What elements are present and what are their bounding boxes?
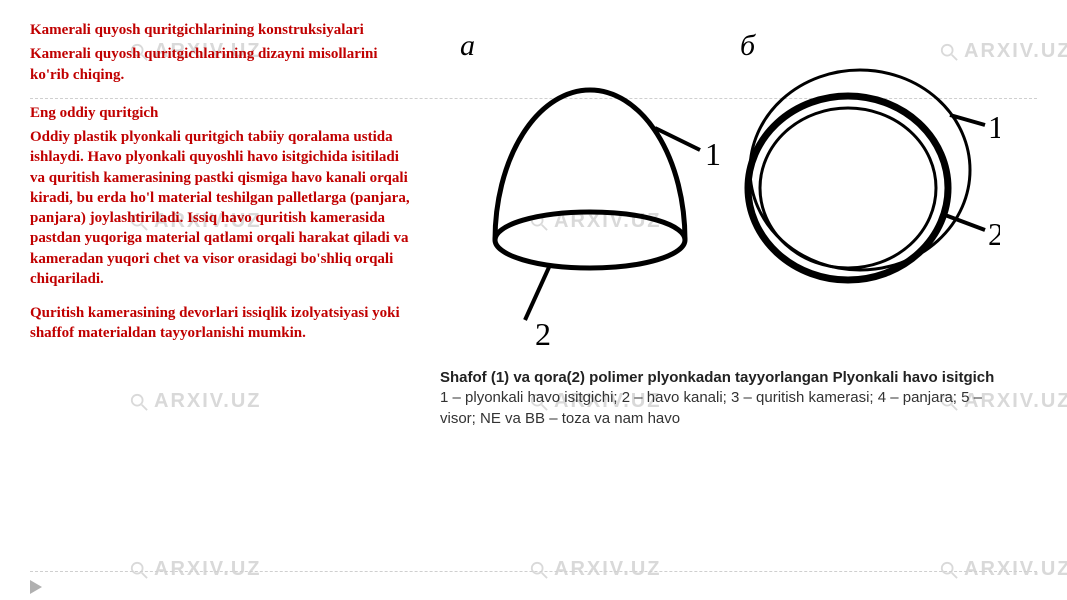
left-column: Kamerali quyosh quritgichlarining konstr… [30, 20, 430, 550]
ring-front-outer [748, 96, 948, 280]
watermark: ARXIV.UZ [530, 558, 662, 581]
caption-legend: 1 – plyonkali havo isitgichi; 2 – havo k… [440, 388, 1010, 429]
search-icon [940, 561, 958, 579]
body-dryer-description: Oddiy plastik plyonkali quritgich tabiiy… [30, 127, 410, 289]
dome-base-ellipse [495, 212, 685, 268]
watermark-text: ARXIV.UZ [154, 558, 262, 581]
divider [30, 571, 1037, 572]
diagram-label-b: б [740, 29, 756, 62]
watermark: ARXIV.UZ [130, 558, 262, 581]
diagram-label-1b: 1 [988, 109, 1000, 145]
right-column: a б 1 2 [430, 20, 1010, 550]
watermark-text: ARXIV.UZ [964, 558, 1067, 581]
leader-a-2 [525, 265, 550, 320]
slide-content: Kamerali quyosh quritgichlarining konstr… [0, 0, 1067, 560]
diagram: a б 1 2 [440, 20, 1000, 360]
spacer [30, 289, 410, 303]
watermark: ARXIV.UZ [940, 558, 1067, 581]
ring-front-inner [760, 108, 936, 268]
caption-title: Shafof (1) va qora(2) polimer plyonkadan… [440, 368, 1010, 388]
body-chamber-walls: Quritish kamerasining devorlari issiqlik… [30, 303, 410, 344]
heading-constructions: Kamerali quyosh quritgichlarining konstr… [30, 20, 410, 40]
spacer [30, 89, 410, 103]
heading-simplest-dryer: Eng oddiy quritgich [30, 103, 410, 123]
diagram-label-1a: 1 [705, 136, 721, 172]
diagram-label-2b: 2 [988, 216, 1000, 252]
diagram-label-2a: 2 [535, 316, 551, 352]
play-icon[interactable] [30, 580, 42, 594]
diagram-label-a: a [460, 29, 475, 62]
search-icon [530, 561, 548, 579]
diagram-svg: a б 1 2 [440, 20, 1000, 360]
watermark-text: ARXIV.UZ [554, 558, 662, 581]
heading-design-examples: Kamerali quyosh quritgichlarining dizayn… [30, 44, 410, 85]
search-icon [130, 561, 148, 579]
